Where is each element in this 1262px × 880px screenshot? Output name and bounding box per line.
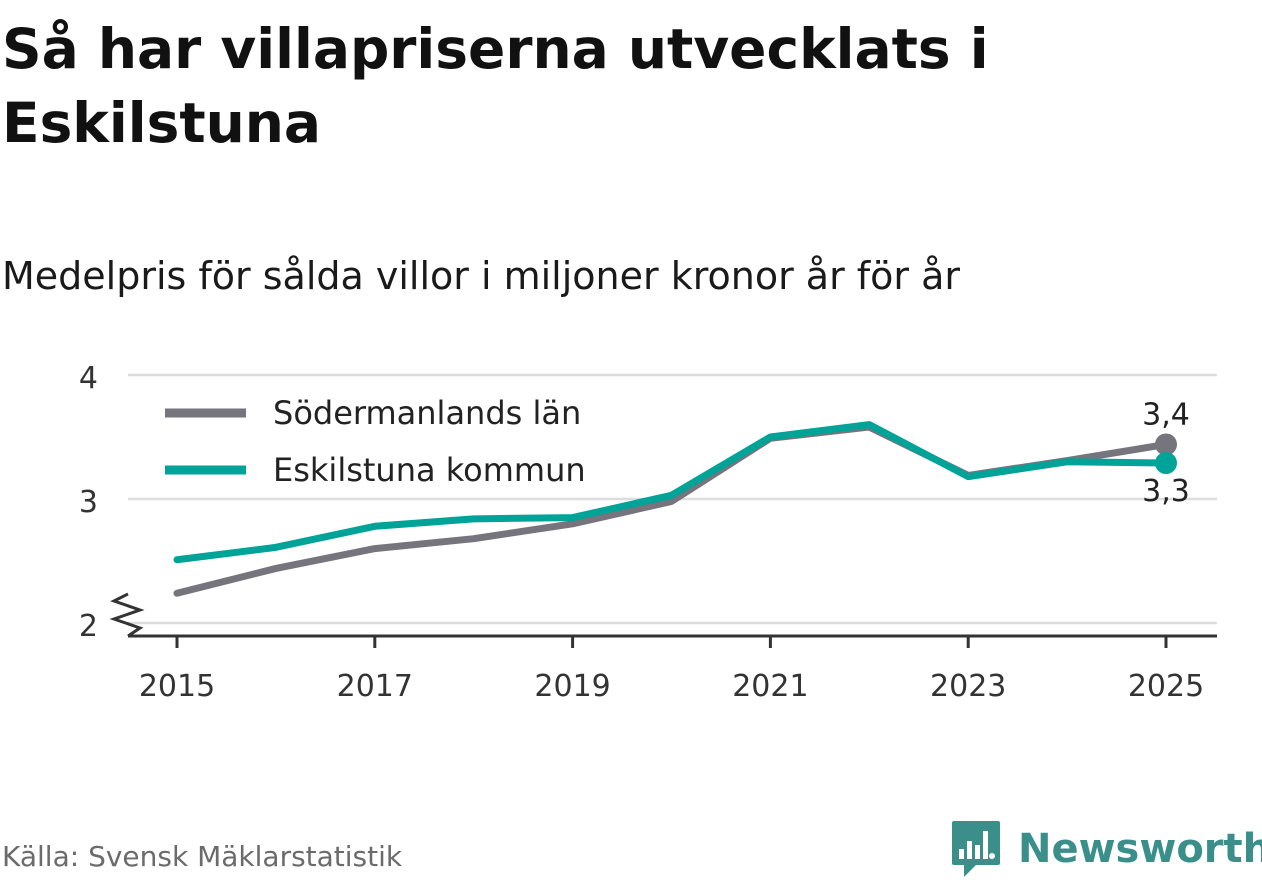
x-tick-label-2017: 2017 [337, 669, 413, 704]
brand-logo[interactable]: Newsworthy [950, 818, 1262, 880]
brand-name: Newsworthy [1018, 826, 1262, 872]
y-axis-break-icon [114, 594, 140, 636]
x-tick-label-2023: 2023 [930, 669, 1006, 704]
chart-title: Så har villapriserna utvecklats i Eskils… [2, 12, 1242, 160]
line-chart: 2 3 4 2015 2017 2019 2021 2023 2025 Södermanland… [0, 340, 1262, 720]
x-tick-label-2019: 2019 [534, 669, 610, 704]
end-label: 3,4 [1142, 397, 1190, 432]
data-point [1155, 452, 1177, 474]
end-label: 3,3 [1142, 474, 1190, 509]
chart-subtitle: Medelpris för sålda villor i miljoner kr… [2, 252, 960, 300]
legend-label: Eskilstuna kommun [273, 451, 586, 489]
y-tick-label-2: 2 [79, 609, 98, 644]
source-note: Källa: Svensk Mäklarstatistik [2, 840, 402, 873]
x-tick-label-2015: 2015 [139, 669, 215, 704]
legend-label: Södermanlands län [273, 394, 581, 432]
x-tick-label-2025: 2025 [1128, 669, 1204, 704]
y-tick-label-4: 4 [79, 361, 98, 396]
x-tick-label-2021: 2021 [732, 669, 808, 704]
series-line-eskilstuna-kommun [177, 425, 1166, 560]
axes: 2 3 4 2015 2017 2019 2021 2023 2025 [79, 361, 1217, 704]
series [177, 425, 1177, 594]
bar-chart-speech-bubble-icon [950, 819, 1002, 879]
legend: Södermanlands län Eskilstuna kommun [165, 394, 586, 489]
y-tick-label-3: 3 [79, 485, 98, 520]
